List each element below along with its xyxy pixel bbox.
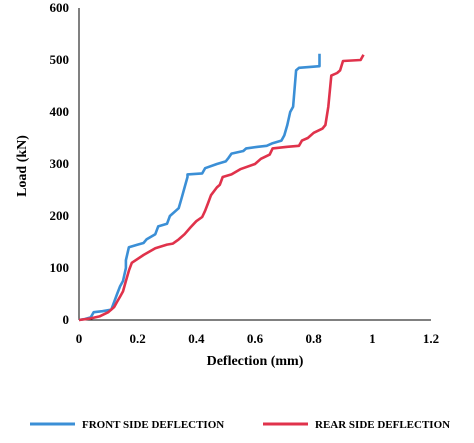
y-tick-label: 500 <box>50 52 70 67</box>
x-tick-label: 1.2 <box>423 331 439 346</box>
x-tick-label: 0 <box>76 331 83 346</box>
x-tick-label: 0.8 <box>306 331 323 346</box>
rear-series-line <box>78 54 365 322</box>
x-tick-label: 0.6 <box>247 331 264 346</box>
x-axis-title: Deflection (mm) <box>207 354 304 369</box>
ticks: 0 0.2 0.4 0.6 0.8 1 1.2 0 100 200 300 400 500 600 <box>50 0 440 346</box>
x-tick-label: 1 <box>369 331 376 346</box>
y-tick-label: 100 <box>50 260 70 275</box>
front-series-line <box>78 53 321 322</box>
legend-label-rear: REAR SIDE DEFLECTION <box>315 419 450 431</box>
x-tick-label: 0.4 <box>188 331 205 346</box>
y-axis-title: Load (kN) <box>15 135 30 197</box>
y-tick-label: 400 <box>50 104 70 119</box>
legend-label-front: FRONT SIDE DEFLECTION <box>82 419 224 431</box>
y-tick-label: 300 <box>50 156 70 171</box>
x-tick-label: 0.2 <box>130 331 146 346</box>
axes <box>78 8 431 321</box>
y-tick-label: 0 <box>63 312 70 327</box>
y-tick-label: 600 <box>50 0 70 15</box>
series-lines <box>78 53 365 322</box>
y-tick-label: 200 <box>50 208 70 223</box>
legend: FRONT SIDE DEFLECTION REAR SIDE DEFLECTIO… <box>30 419 450 431</box>
